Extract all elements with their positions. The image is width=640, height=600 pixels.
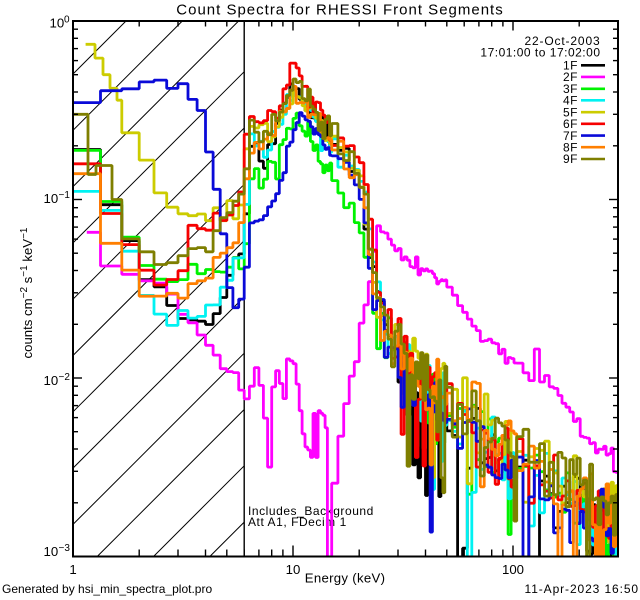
svg-text:Includes_Background: Includes_Background	[248, 504, 374, 518]
svg-text:10: 10	[44, 544, 59, 559]
svg-text:22-Oct-2003: 22-Oct-2003	[524, 34, 600, 48]
svg-text:17:01:00 to 17:02:00: 17:01:00 to 17:02:00	[480, 46, 600, 60]
svg-text:5F: 5F	[563, 105, 578, 119]
svg-text:10: 10	[50, 16, 65, 31]
svg-text:Energy (keV): Energy (keV)	[305, 571, 386, 586]
svg-text:0: 0	[64, 15, 70, 26]
svg-text:100: 100	[502, 562, 524, 577]
svg-text:6F: 6F	[563, 117, 578, 131]
svg-text:4F: 4F	[563, 94, 578, 108]
svg-text:7F: 7F	[563, 129, 578, 143]
svg-text:counts cm−2 s−1 keV−1: counts cm−2 s−1 keV−1	[19, 227, 35, 358]
svg-text:1F: 1F	[563, 59, 578, 73]
svg-text:Count Spectra for RHESSI Front: Count Spectra for RHESSI Front Segments	[176, 2, 503, 19]
svg-text:1: 1	[69, 562, 76, 577]
svg-text:−2: −2	[59, 372, 71, 383]
svg-text:11-Apr-2023 16:50: 11-Apr-2023 16:50	[525, 582, 639, 596]
svg-text:Generated by hsi_min_spectra_p: Generated by hsi_min_spectra_plot.pro	[2, 582, 212, 596]
svg-text:3F: 3F	[563, 82, 578, 96]
svg-text:9F: 9F	[563, 152, 578, 166]
svg-text:−3: −3	[59, 543, 71, 554]
svg-text:Att A1, FDecim 1: Att A1, FDecim 1	[248, 515, 347, 529]
svg-text:10: 10	[286, 562, 301, 577]
svg-text:−1: −1	[59, 190, 71, 201]
svg-text:2F: 2F	[563, 70, 578, 84]
svg-text:8F: 8F	[563, 140, 578, 154]
svg-text:10: 10	[44, 373, 59, 388]
svg-text:10: 10	[44, 191, 59, 206]
